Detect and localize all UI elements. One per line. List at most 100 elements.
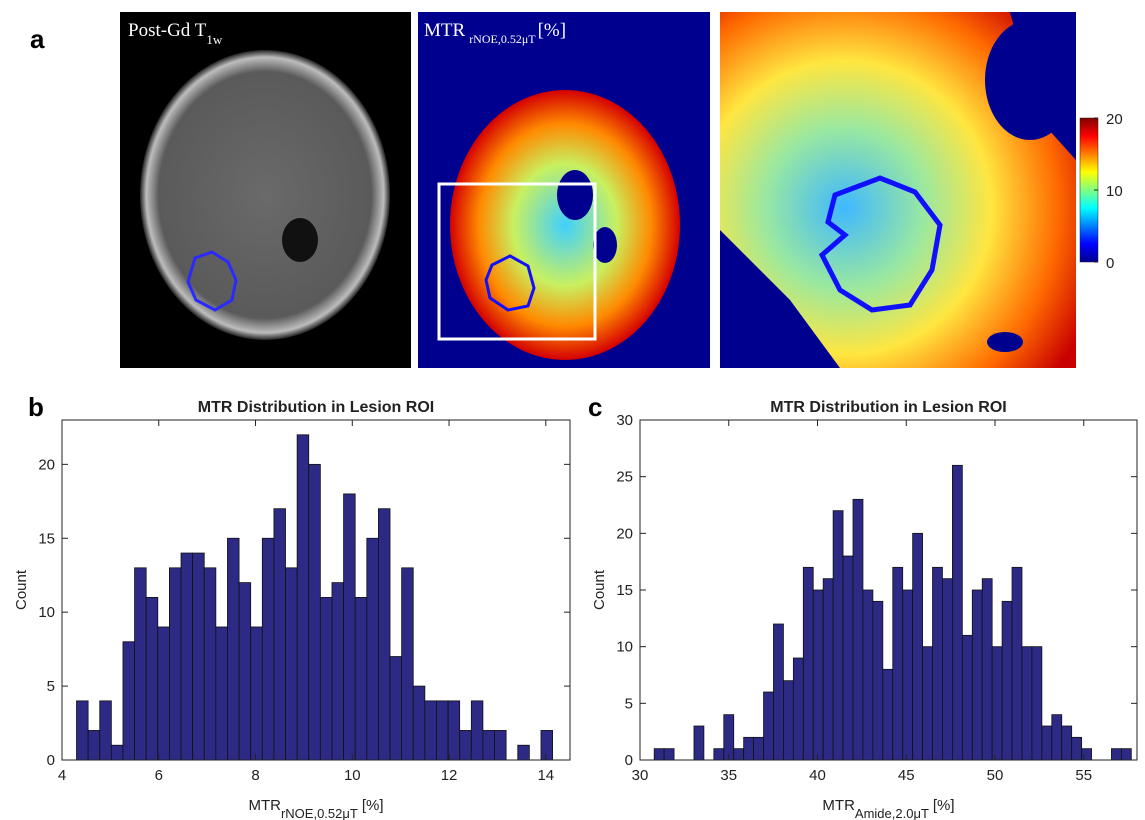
bar	[76, 700, 89, 761]
bar	[227, 537, 240, 761]
x-tick-label: 50	[987, 767, 1004, 784]
x-tick-label: 6	[155, 767, 163, 784]
bar	[157, 626, 170, 761]
bar	[482, 730, 495, 761]
bar	[902, 589, 914, 761]
image-label: Post-Gd T1w	[128, 20, 223, 47]
bar	[134, 567, 147, 761]
axes-box	[61, 419, 571, 761]
bar	[723, 714, 735, 761]
y-tick-label: 10	[38, 604, 55, 621]
bar	[1001, 600, 1013, 761]
bar	[832, 510, 844, 761]
bar	[922, 646, 933, 761]
bar	[912, 532, 923, 761]
bar	[713, 748, 725, 761]
bar	[424, 700, 437, 761]
x-tick-label: 45	[898, 767, 915, 784]
label-suffix: [%]	[538, 20, 566, 41]
bar	[783, 680, 794, 761]
bar	[215, 626, 228, 761]
bar	[792, 657, 804, 761]
bar	[343, 493, 356, 761]
bar	[743, 736, 754, 761]
bar	[308, 463, 321, 761]
y-tick-label: 5	[47, 678, 55, 695]
bar	[991, 646, 1003, 761]
bar	[99, 700, 112, 761]
bar	[366, 537, 379, 761]
y-tick-label: 5	[625, 695, 633, 712]
chart-title: MTR Distribution in Lesion ROI	[770, 399, 1006, 416]
bar	[540, 730, 553, 761]
bar	[981, 578, 993, 761]
panel-label: a	[30, 24, 45, 54]
bar	[693, 725, 705, 761]
bar	[882, 668, 894, 761]
bar	[296, 434, 310, 761]
y-axis-label: Count	[13, 569, 30, 610]
bar	[1061, 725, 1073, 761]
bar	[447, 700, 461, 761]
x-tick-label: 12	[441, 767, 458, 784]
x-label-unit: [%]	[362, 797, 384, 814]
x-axis-label: MTRrNOE,0.52μT [%]	[248, 797, 383, 820]
x-tick-label: 30	[632, 767, 649, 784]
bar	[250, 626, 263, 761]
bar	[273, 508, 286, 761]
bar	[812, 589, 824, 761]
bar	[942, 578, 953, 761]
bar	[110, 744, 124, 761]
colorbar-tick-label: 10	[1106, 183, 1123, 200]
bar	[203, 567, 217, 761]
x-label-sub: Amide,2.0μT	[855, 806, 929, 820]
label-main: MTR	[424, 20, 466, 41]
x-tick-label: 55	[1075, 767, 1092, 784]
bar	[872, 600, 884, 761]
y-tick-label: 15	[616, 582, 633, 599]
label-sub: rNOE,0.52μT	[469, 32, 536, 46]
bar	[238, 582, 252, 761]
y-tick-label: 25	[616, 469, 633, 486]
bar	[892, 566, 904, 761]
x-tick-label: 8	[251, 767, 259, 784]
bar	[1031, 646, 1043, 761]
bar	[261, 537, 275, 761]
y-tick-label: 10	[616, 639, 633, 656]
bar	[653, 748, 665, 761]
panel-label: c	[588, 392, 602, 422]
bar	[180, 552, 194, 761]
chart-title: MTR Distribution in Lesion ROI	[198, 399, 434, 416]
bar	[1041, 725, 1053, 761]
bar	[842, 555, 854, 761]
bar	[753, 736, 764, 761]
bar	[192, 552, 205, 761]
image-panel-zoom	[720, 12, 1076, 368]
bar	[862, 589, 874, 761]
x-tick-label: 35	[720, 767, 737, 784]
bar	[1081, 748, 1092, 761]
x-label-sub: rNOE,0.52μT	[281, 806, 358, 820]
image-panel-t1: Post-Gd T1w	[120, 12, 411, 368]
x-tick-label: 40	[809, 767, 826, 784]
bar	[852, 498, 864, 761]
bar	[122, 641, 135, 761]
x-tick-label: 10	[344, 767, 361, 784]
x-label-unit: [%]	[933, 797, 955, 814]
image-panel-mtr: MTR rNOE,0.52μT [%]	[418, 12, 710, 368]
bar	[145, 596, 159, 761]
bar	[1071, 736, 1083, 761]
label-main: Post-Gd T	[128, 20, 207, 41]
bar	[285, 567, 298, 761]
bar	[331, 582, 344, 761]
y-axis-label: Count	[591, 569, 608, 610]
bar	[169, 567, 182, 761]
bar	[1011, 566, 1023, 761]
y-tick-label: 0	[625, 752, 633, 769]
bar	[470, 700, 484, 761]
bar	[378, 508, 391, 761]
bar	[412, 685, 426, 761]
bar	[763, 691, 774, 761]
bar	[971, 589, 983, 761]
